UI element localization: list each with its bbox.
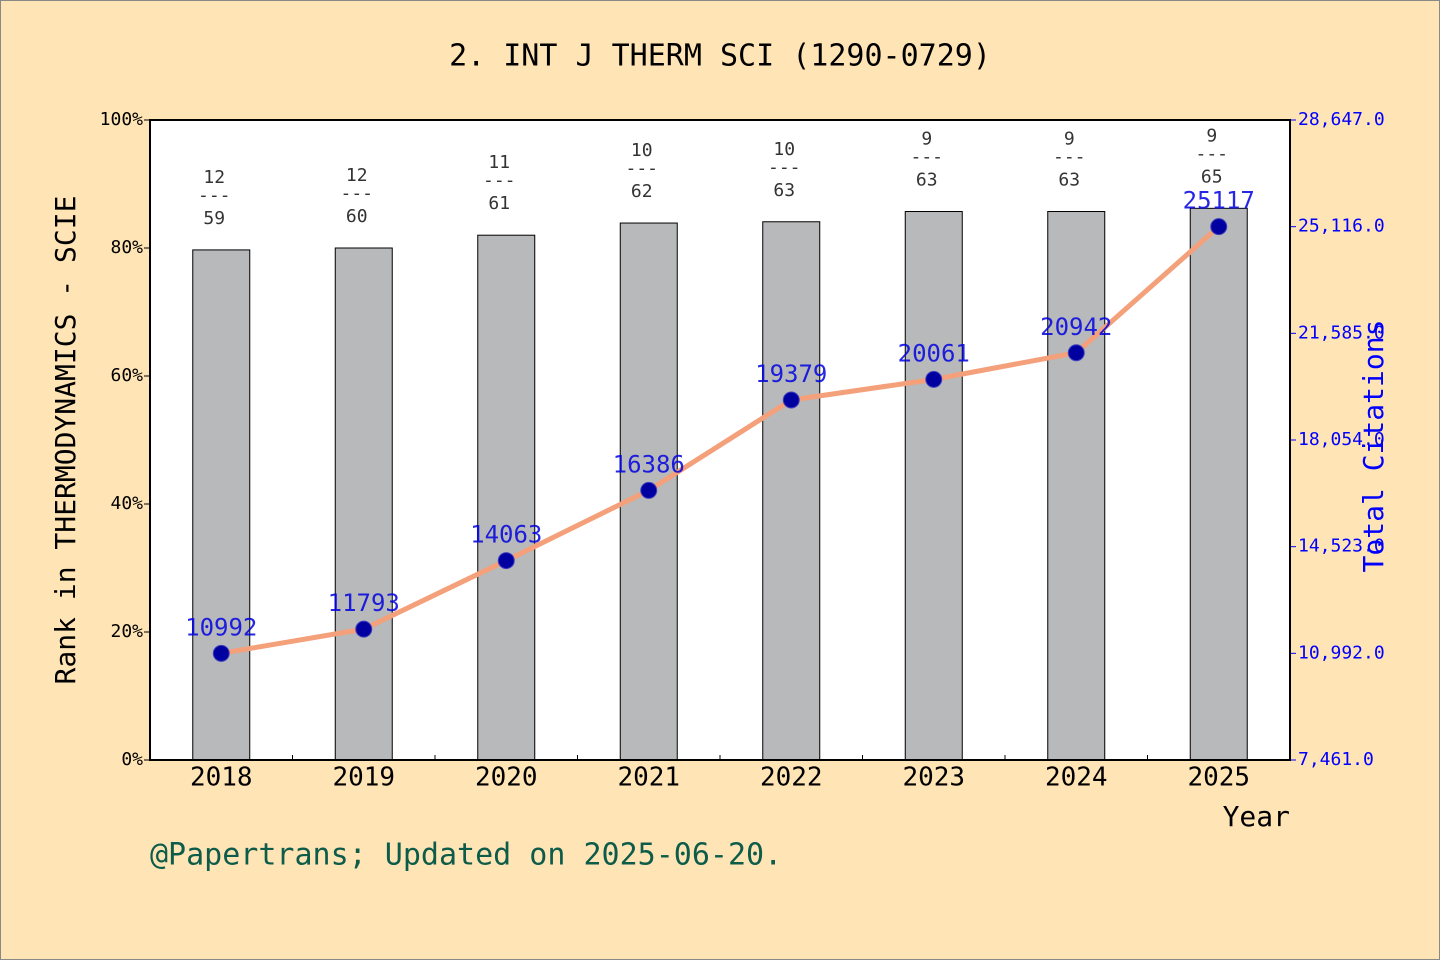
bar-annotation-separator: --- [910, 147, 943, 168]
bar-annotation-separator: --- [1195, 143, 1228, 164]
y-tick-label: 100% [100, 109, 144, 130]
y2-tick-label: 18,054.0 [1298, 429, 1385, 450]
x-axis-label: Year [1223, 800, 1290, 833]
y-tick-label: 40% [110, 493, 143, 514]
x-tick-label: 2025 [1187, 763, 1250, 793]
line-marker [497, 552, 515, 570]
data-label: 20061 [898, 339, 970, 367]
data-label: 25117 [1183, 187, 1255, 215]
y2-axis-label: Total Citations [1357, 320, 1390, 573]
bar-annotation-total: 63 [773, 180, 795, 201]
bar-annotation-separator: --- [340, 183, 373, 204]
y2-tick-label: 14,523.0 [1298, 536, 1385, 557]
x-tick-label: 2023 [902, 763, 965, 793]
bar-annotation-separator: --- [625, 158, 658, 179]
line [220, 224, 1221, 656]
bar-annotation-separator: --- [768, 157, 801, 178]
bar-annotation-total: 63 [1058, 170, 1080, 191]
bar-annotation-separator: --- [483, 170, 516, 191]
bar [334, 247, 393, 761]
bar-annotation-separator: --- [1053, 147, 1086, 168]
bar-annotation-rank: 10 [773, 139, 795, 160]
y2-tick-label: 7,461.0 [1298, 749, 1374, 770]
y2-tick-label: 25,116.0 [1298, 216, 1385, 237]
data-label: 14063 [470, 521, 542, 549]
x-tick-label: 2020 [475, 763, 538, 793]
data-label: 20942 [1040, 313, 1112, 341]
y-axis-label: Rank in THERMODYNAMICS - SCIE [49, 196, 82, 685]
x-tick-label: 2019 [332, 763, 395, 793]
line-marker [640, 481, 658, 499]
x-tick-label: 2022 [760, 763, 823, 793]
bar [904, 211, 963, 761]
x-tick-label: 2024 [1045, 763, 1108, 793]
bar-annotation-total: 60 [346, 206, 368, 227]
plot-area [150, 120, 1290, 760]
bar-annotation-separator: --- [198, 185, 231, 206]
bar-annotation-rank: 9 [1206, 125, 1217, 146]
y-tick-label: 0% [121, 749, 143, 770]
line-marker [1210, 218, 1228, 236]
data-label: 11793 [328, 589, 400, 617]
bar-annotation-total: 62 [631, 181, 653, 202]
bar-annotation-total: 63 [916, 170, 938, 191]
x-tick-label: 2021 [617, 763, 680, 793]
bar-annotation-rank: 12 [203, 167, 225, 188]
bar-annotation-rank: 9 [1064, 129, 1075, 150]
chart-title: 2. INT J THERM SCI (1290-0729) [449, 39, 991, 74]
bar [762, 221, 821, 761]
y2-tick-label: 28,647.0 [1298, 109, 1385, 130]
line-marker [925, 370, 943, 388]
y2-tick-label: 21,585.0 [1298, 322, 1385, 343]
y2-tick-label: 10,992.0 [1298, 642, 1385, 663]
data-label: 10992 [185, 613, 257, 641]
line-marker [782, 391, 800, 409]
y-tick-label: 60% [110, 365, 143, 386]
bar-annotation-rank: 9 [921, 129, 932, 150]
line-marker [212, 644, 230, 662]
y-tick-label: 20% [110, 621, 143, 642]
bar [477, 234, 536, 761]
x-tick-label: 2018 [190, 763, 253, 793]
bar [1189, 207, 1248, 761]
bar [192, 249, 251, 761]
data-label: 19379 [755, 360, 827, 388]
line-marker [1067, 344, 1085, 362]
footer: @Papertrans; Updated on 2025-06-20. [150, 838, 782, 873]
bar [1047, 211, 1106, 761]
bar-annotation-total: 65 [1201, 166, 1223, 187]
plot-border [149, 119, 1291, 761]
bar-annotation-rank: 11 [488, 152, 510, 173]
data-label: 16386 [613, 450, 685, 478]
y-tick-label: 80% [110, 237, 143, 258]
bar-annotation-rank: 12 [346, 165, 368, 186]
bar-annotation-total: 59 [203, 208, 225, 229]
bar-annotation-total: 61 [488, 193, 510, 214]
bar-annotation-rank: 10 [631, 140, 653, 161]
line-marker [355, 620, 373, 638]
